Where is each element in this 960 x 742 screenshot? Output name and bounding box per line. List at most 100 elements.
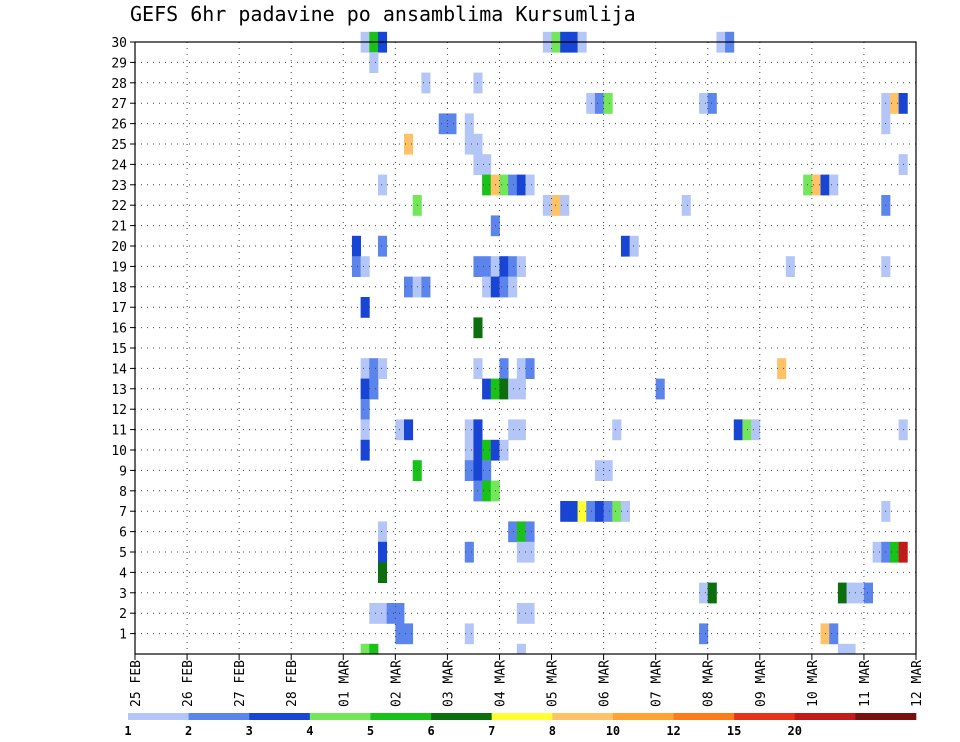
heatmap-cell bbox=[499, 174, 509, 196]
heatmap-cell bbox=[560, 195, 570, 216]
legend-label: 7 bbox=[488, 724, 495, 738]
heatmap-cell bbox=[837, 643, 847, 655]
heatmap-cell bbox=[464, 133, 474, 155]
heatmap-cell bbox=[872, 541, 882, 563]
y-tick-label: 19 bbox=[111, 260, 127, 275]
heatmap-cell bbox=[482, 378, 492, 400]
heatmap-cell bbox=[603, 460, 613, 481]
heatmap-cell bbox=[707, 582, 717, 604]
heatmap-cell bbox=[603, 93, 613, 114]
legend-label: 20 bbox=[788, 724, 802, 738]
y-tick-label: 24 bbox=[111, 158, 127, 173]
heatmap-cell bbox=[360, 419, 370, 441]
y-tick-label: 18 bbox=[111, 281, 127, 296]
heatmap-cell bbox=[699, 623, 709, 645]
y-tick-label: 22 bbox=[111, 199, 127, 214]
heatmap-cell bbox=[464, 623, 474, 645]
y-tick-label: 10 bbox=[111, 444, 127, 459]
y-tick-label: 17 bbox=[111, 301, 127, 316]
heatmap-cell bbox=[508, 378, 518, 400]
y-tick-label: 1 bbox=[119, 628, 127, 643]
heatmap-cell bbox=[499, 276, 509, 298]
heatmap-cell bbox=[516, 521, 526, 543]
legend-swatch bbox=[855, 713, 917, 720]
legend-swatch bbox=[552, 713, 614, 720]
y-tick-label: 27 bbox=[111, 97, 127, 112]
heatmap-cell bbox=[516, 378, 526, 400]
heatmap-cell bbox=[681, 195, 691, 216]
heatmap-cell bbox=[499, 358, 509, 379]
heatmap-cell bbox=[699, 582, 709, 604]
heatmap-cell bbox=[525, 358, 535, 379]
heatmap-cell bbox=[586, 93, 596, 114]
heatmap-cell bbox=[482, 439, 492, 461]
x-tick-label: 01 MAR bbox=[337, 660, 352, 707]
heatmap-cell bbox=[620, 235, 631, 257]
heatmap-cell bbox=[464, 460, 474, 481]
heatmap-cell bbox=[369, 358, 379, 379]
heatmap-cell bbox=[369, 52, 379, 73]
heatmap-cell bbox=[464, 541, 474, 563]
heatmap-cell bbox=[482, 174, 492, 196]
heatmap-cell bbox=[863, 582, 874, 604]
legend-label: 12 bbox=[666, 724, 680, 738]
heatmap-cell bbox=[612, 501, 622, 522]
heatmap-cell bbox=[499, 439, 509, 461]
heatmap-cell bbox=[421, 276, 431, 298]
x-tick-label: 07 MAR bbox=[650, 660, 665, 707]
heatmap-cell bbox=[525, 174, 535, 196]
heatmap-cell bbox=[482, 460, 492, 481]
legend-swatch bbox=[491, 713, 553, 720]
heatmap-cell bbox=[508, 256, 518, 277]
x-tick-label: 09 MAR bbox=[754, 660, 769, 707]
heatmap-cell bbox=[586, 501, 596, 522]
x-tick-label: 27 FEB bbox=[233, 660, 248, 707]
heatmap-cell bbox=[525, 521, 535, 543]
heatmap-cell bbox=[516, 643, 526, 655]
heatmap-cell bbox=[369, 603, 379, 624]
heatmap-cell bbox=[855, 582, 865, 604]
heatmap-cell bbox=[525, 541, 535, 563]
heatmap-cell bbox=[482, 154, 492, 175]
x-tick-label: 05 MAR bbox=[546, 660, 561, 707]
heatmap-cell bbox=[499, 256, 509, 277]
x-tick-label: 03 MAR bbox=[441, 660, 456, 707]
heatmap-cell bbox=[846, 643, 856, 655]
heatmap-cell bbox=[482, 256, 492, 277]
legend-swatch bbox=[309, 713, 371, 720]
heatmap-cell bbox=[699, 93, 709, 114]
heatmap-cell bbox=[516, 541, 526, 563]
heatmap-cell bbox=[404, 623, 414, 645]
heatmap-cell bbox=[508, 521, 518, 543]
heatmap-cell bbox=[360, 378, 370, 400]
heatmap-cell bbox=[629, 235, 639, 257]
legend-label: 4 bbox=[306, 724, 313, 738]
legend-label: 5 bbox=[367, 724, 374, 738]
heatmap-cell bbox=[516, 174, 526, 196]
color-legend: 1 2 3 4 5 6 7 8 10 12 15 20 bbox=[124, 713, 917, 738]
heatmap-cell bbox=[351, 256, 362, 277]
heatmap-cell bbox=[360, 256, 370, 277]
heatmap-cell bbox=[577, 501, 587, 522]
legend-swatch bbox=[612, 713, 674, 720]
heatmap-cell bbox=[377, 541, 388, 563]
heatmap-cell bbox=[785, 256, 795, 277]
heatmap-cell bbox=[542, 195, 552, 216]
legend-swatch bbox=[249, 713, 311, 720]
x-tick-label: 28 FEB bbox=[285, 660, 300, 707]
legend-label: 1 bbox=[124, 724, 131, 738]
legend-swatch bbox=[370, 713, 432, 720]
heatmap-cell bbox=[551, 195, 561, 216]
heatmap-cell bbox=[594, 501, 604, 522]
heatmap-cell bbox=[829, 174, 839, 196]
heatmap-cell bbox=[751, 419, 761, 441]
x-tick-label: 26 FEB bbox=[181, 660, 196, 707]
heatmap-cell bbox=[464, 113, 474, 135]
heatmap-cell bbox=[386, 603, 396, 624]
heatmap-cell bbox=[620, 501, 631, 522]
y-tick-label: 4 bbox=[119, 566, 127, 581]
heatmap-cell bbox=[438, 113, 448, 135]
legend-swatch bbox=[794, 713, 856, 720]
legend-label: 15 bbox=[727, 724, 741, 738]
heatmap-cell bbox=[777, 358, 787, 379]
